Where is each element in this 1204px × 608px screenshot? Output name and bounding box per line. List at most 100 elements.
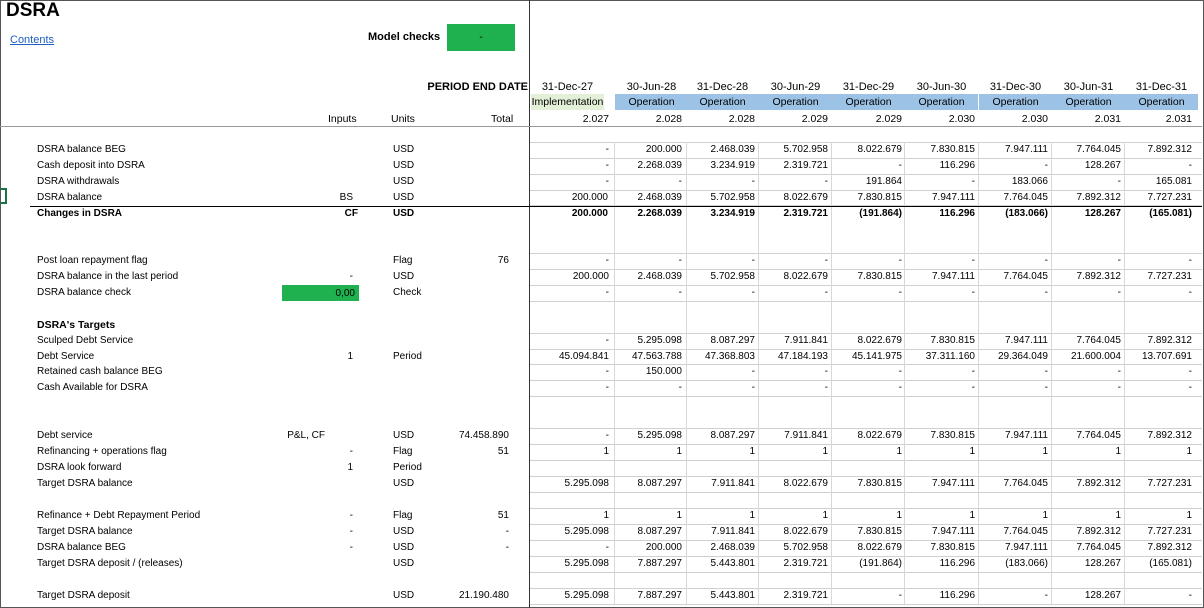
cell-value[interactable]: 7.764.045 [1076, 144, 1122, 155]
cell-value[interactable]: (165.081) [1149, 208, 1192, 219]
cell-value[interactable]: 7.892.312 [1076, 526, 1122, 537]
cell-value[interactable]: (191.864) [859, 558, 902, 569]
cell-value[interactable]: 7.764.045 [1003, 192, 1049, 203]
cell-value[interactable]: 128.267 [1084, 558, 1121, 569]
cell-value[interactable]: 150.000 [645, 366, 682, 377]
cell-value[interactable]: - [1117, 366, 1121, 377]
cell-value[interactable]: 2.319.721 [783, 558, 829, 569]
cell-value[interactable]: (183.066) [1005, 208, 1048, 219]
cell-value[interactable]: 1 [676, 446, 682, 457]
cell-value[interactable]: - [605, 335, 609, 346]
cell-value[interactable]: 7.887.297 [637, 590, 683, 601]
cell-value[interactable]: 7.830.815 [857, 271, 903, 282]
cell-value[interactable]: 47.184.193 [777, 351, 828, 362]
cell-value[interactable]: - [898, 366, 902, 377]
cell-value[interactable]: 7.830.815 [930, 144, 976, 155]
cell-value[interactable]: 191.864 [865, 176, 902, 187]
cell-value[interactable]: 7.892.312 [1147, 335, 1193, 346]
cell-value[interactable]: 1 [1186, 510, 1192, 521]
row-input[interactable]: - [349, 526, 353, 537]
cell-value[interactable]: - [1044, 255, 1048, 266]
cell-value[interactable]: (183.066) [1005, 558, 1048, 569]
cell-value[interactable]: 5.702.958 [710, 271, 756, 282]
cell-value[interactable]: 1 [676, 510, 682, 521]
cell-value[interactable]: - [898, 160, 902, 171]
cell-value[interactable]: 7.830.815 [857, 192, 903, 203]
cell-value[interactable]: 8.022.679 [857, 144, 903, 155]
cell-value[interactable]: 1 [822, 446, 828, 457]
cell-value[interactable]: - [605, 287, 609, 298]
cell-value[interactable]: - [605, 255, 609, 266]
cell-value[interactable]: 7.892.312 [1147, 144, 1193, 155]
cell-value[interactable]: - [751, 176, 755, 187]
cell-value[interactable]: - [1188, 366, 1192, 377]
cell-value[interactable]: 200.000 [645, 542, 682, 553]
cell-value[interactable]: - [824, 366, 828, 377]
cell-value[interactable]: 7.947.111 [1004, 430, 1048, 441]
cell-value[interactable]: - [1044, 366, 1048, 377]
cell-value[interactable]: - [605, 144, 609, 155]
cell-value[interactable]: - [678, 255, 682, 266]
cell-value[interactable]: - [824, 176, 828, 187]
cell-value[interactable]: - [678, 382, 682, 393]
cell-value[interactable]: - [971, 255, 975, 266]
cell-value[interactable]: 7.892.312 [1076, 478, 1122, 489]
model-checks-indicator[interactable]: - [447, 24, 515, 51]
cell-value[interactable]: 1 [1186, 446, 1192, 457]
cell-value[interactable]: 2.468.039 [637, 271, 683, 282]
cell-value[interactable]: 1 [1115, 446, 1121, 457]
cell-value[interactable]: 45.094.841 [558, 351, 609, 362]
cell-value[interactable]: 7.764.045 [1003, 526, 1049, 537]
cell-value[interactable]: 8.087.297 [637, 478, 683, 489]
cell-value[interactable]: - [1117, 176, 1121, 187]
cell-value[interactable]: - [824, 255, 828, 266]
cell-value[interactable]: 7.727.231 [1147, 192, 1193, 203]
cell-value[interactable]: 7.947.111 [931, 478, 975, 489]
cell-value[interactable]: 2.268.039 [637, 160, 683, 171]
dsra-balance-check-cell[interactable]: 0,00 [282, 285, 359, 301]
cell-value[interactable]: 47.563.788 [631, 351, 682, 362]
cell-value[interactable]: - [751, 366, 755, 377]
cell-value[interactable]: - [678, 287, 682, 298]
row-input[interactable]: 1 [347, 462, 353, 473]
cell-value[interactable]: 128.267 [1084, 590, 1121, 601]
cell-value[interactable]: - [1044, 287, 1048, 298]
cell-value[interactable]: 7.727.231 [1147, 526, 1193, 537]
contents-link[interactable]: Contents [10, 34, 55, 46]
cell-value[interactable]: - [971, 176, 975, 187]
cell-value[interactable]: - [751, 382, 755, 393]
cell-value[interactable]: 7.911.841 [784, 335, 828, 346]
cell-value[interactable]: 7.764.045 [1076, 542, 1122, 553]
cell-value[interactable]: 5.702.958 [783, 542, 829, 553]
cell-value[interactable]: 7.830.815 [857, 478, 903, 489]
cell-value[interactable]: 116.296 [939, 558, 975, 569]
cell-value[interactable]: (191.864) [859, 208, 902, 219]
cell-value[interactable]: 29.364.049 [997, 351, 1048, 362]
cell-value[interactable]: 7.947.111 [1004, 542, 1048, 553]
row-input[interactable]: 1 [347, 351, 353, 362]
cell-value[interactable]: - [1188, 382, 1192, 393]
cell-value[interactable]: - [1044, 160, 1048, 171]
cell-value[interactable]: 7.947.111 [931, 526, 975, 537]
cell-value[interactable]: 1 [749, 446, 755, 457]
cell-value[interactable]: 1 [1042, 446, 1048, 457]
cell-value[interactable]: 1 [603, 510, 609, 521]
cell-value[interactable]: 21.600.004 [1070, 351, 1121, 362]
cell-value[interactable]: - [971, 287, 975, 298]
cell-value[interactable]: 7.727.231 [1147, 271, 1193, 282]
cell-value[interactable]: 5.702.958 [783, 144, 829, 155]
cell-value[interactable]: 1 [1115, 510, 1121, 521]
cell-value[interactable]: - [898, 382, 902, 393]
cell-value[interactable]: 2.268.039 [637, 208, 683, 219]
cell-value[interactable]: (165.081) [1149, 558, 1192, 569]
cell-value[interactable]: 8.022.679 [783, 271, 829, 282]
row-input[interactable]: - [349, 510, 353, 521]
cell-value[interactable]: - [605, 366, 609, 377]
cell-value[interactable]: - [751, 287, 755, 298]
cell-value[interactable]: 7.830.815 [930, 335, 976, 346]
cell-value[interactable]: 7.764.045 [1003, 478, 1049, 489]
cell-value[interactable]: 3.234.919 [710, 208, 756, 219]
cell-value[interactable]: 7.887.297 [637, 558, 683, 569]
cell-value[interactable]: 165.081 [1155, 176, 1192, 187]
cell-value[interactable]: 8.087.297 [637, 526, 683, 537]
